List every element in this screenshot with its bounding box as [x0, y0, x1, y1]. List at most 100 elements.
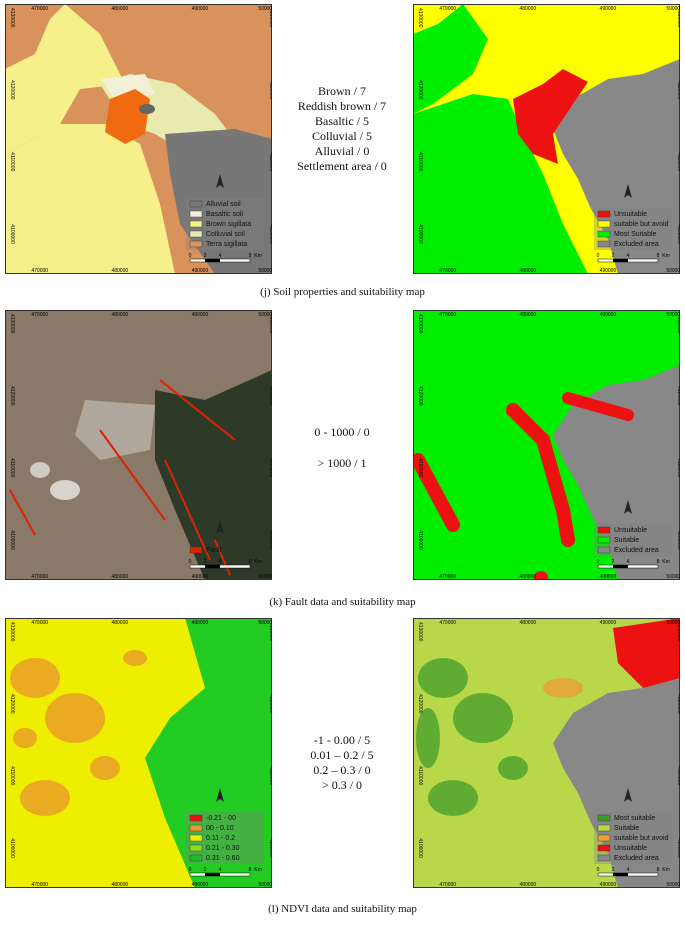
scale-label: Km	[662, 867, 670, 873]
legend-swatch	[189, 220, 203, 228]
figure-caption: (j) Soil properties and suitability map	[260, 286, 425, 298]
legend-label: Alluvial soil	[206, 201, 241, 208]
map-frame	[5, 618, 272, 888]
map-frame	[413, 310, 680, 580]
scale-label: 8	[249, 867, 252, 873]
y-coordinate-label: 4120000	[268, 386, 272, 406]
x-coordinate-label: 490000	[600, 312, 617, 318]
scale-label: Km	[254, 253, 262, 259]
y-coordinate-label: 4100000	[268, 530, 272, 550]
scale-label: Km	[254, 559, 262, 565]
urban	[30, 462, 50, 478]
vegetation-patch	[45, 693, 105, 743]
legend-label: Excluded area	[614, 547, 659, 554]
x-coordinate-label: 480000	[111, 620, 128, 626]
y-coordinate-label: 4100000	[9, 530, 15, 550]
scale-label: 4	[627, 867, 630, 873]
map: 470000 470000 480000 480000 490000 490000 5000…	[413, 310, 680, 580]
x-coordinate-label: 490000	[192, 312, 209, 318]
x-coordinate-label: 500000	[666, 882, 680, 888]
x-coordinate-label: 470000	[439, 312, 456, 318]
x-coordinate-label: 470000	[31, 574, 48, 580]
y-coordinate-label: 4130000	[417, 622, 423, 642]
x-coordinate-label: 500000	[258, 6, 272, 12]
y-coordinate-label: 4130000	[417, 8, 423, 28]
legend-swatch	[597, 834, 611, 842]
excluded-zone	[553, 59, 680, 274]
legend-swatch	[597, 230, 611, 238]
legend-label: 00 - 0.10	[206, 825, 234, 832]
x-coordinate-label: 490000	[192, 574, 209, 580]
legend-label: Colluvial soil	[206, 231, 245, 238]
criteria-item: 0.01 – 0.2 / 5	[310, 748, 374, 762]
criteria-item: Alluvial / 0	[314, 144, 370, 158]
legend-swatch	[189, 210, 203, 218]
soil-zone	[5, 4, 125, 154]
legend-label: 0.21 - 0.30	[206, 845, 240, 852]
fault-line	[9, 489, 36, 536]
vegetation-patch	[20, 780, 70, 816]
scale-label: 2	[204, 253, 207, 259]
north-arrow	[624, 788, 632, 802]
scale-bar	[613, 259, 628, 262]
vegetation	[155, 370, 272, 580]
scale-label: 8	[249, 253, 252, 259]
legend-label: Terra sigillata	[206, 241, 247, 248]
legend-swatch	[597, 854, 611, 862]
legend-label: Most suitable	[614, 815, 655, 822]
fault-line	[99, 429, 166, 521]
x-coordinate-label: 480000	[519, 6, 536, 12]
settlement	[105, 89, 150, 144]
map-frame	[413, 4, 680, 274]
legend-label: Suitable	[614, 825, 639, 832]
unsuitable-zone	[613, 618, 680, 688]
x-coordinate-label: 470000	[31, 620, 48, 626]
scale-label: 8	[249, 559, 252, 565]
figure-caption: (l) NDVI data and suitability map	[268, 903, 417, 915]
scale-label: Km	[662, 253, 670, 259]
x-coordinate-label: 490000	[600, 268, 617, 274]
fault-buffer	[506, 403, 575, 547]
y-coordinate-label: 4110000	[417, 458, 423, 477]
scale-label: 0	[597, 867, 600, 873]
x-coordinate-label: 500000	[258, 882, 272, 888]
criteria-list: Brown / 7 Reddish brown / 7 Basaltic / 5 Co…	[282, 84, 402, 174]
criteria-item: 0 - 1000 / 0	[314, 425, 370, 439]
legend-swatch	[597, 844, 611, 852]
y-coordinate-label: 4130000	[676, 622, 680, 642]
legend-swatch	[597, 240, 611, 248]
x-coordinate-label: 480000	[519, 268, 536, 274]
y-coordinate-label: 4110000	[676, 766, 680, 785]
scale-label: 4	[219, 253, 222, 259]
suitable-patch	[416, 708, 440, 768]
criteria-item: Colluvial / 5	[312, 129, 372, 143]
x-coordinate-label: 470000	[439, 882, 456, 888]
legend-label: Excluded area	[614, 855, 659, 862]
suitable-patch	[418, 658, 468, 698]
suitable-patch	[453, 693, 513, 743]
vegetation	[145, 618, 272, 888]
map: 470000 470000 480000 480000 490000 490000 5000…	[5, 310, 272, 580]
x-coordinate-label: 470000	[439, 268, 456, 274]
y-coordinate-label: 4100000	[676, 838, 680, 858]
scale-label: 0	[597, 253, 600, 259]
vegetation-patch	[10, 658, 60, 698]
scale-label: 0	[189, 867, 192, 873]
legend-swatch	[189, 230, 203, 238]
legend-swatch	[189, 814, 203, 822]
vegetation-patch	[13, 728, 37, 748]
criteria-item: > 1000 / 1	[317, 456, 367, 470]
y-coordinate-label: 4110000	[9, 458, 15, 477]
y-coordinate-label: 4110000	[268, 152, 272, 171]
scale-bar	[613, 873, 628, 876]
north-arrow	[624, 500, 632, 514]
x-coordinate-label: 470000	[31, 882, 48, 888]
legend-label: Unsuitable	[614, 845, 647, 852]
x-coordinate-label: 500000	[258, 574, 272, 580]
x-coordinate-label: 480000	[111, 882, 128, 888]
y-coordinate-label: 4120000	[417, 386, 423, 406]
avoid-patch	[543, 678, 583, 698]
legend-label: Excluded area	[614, 241, 659, 248]
criteria-list: -1 - 0.00 / 5 0.01 – 0.2 / 5 0.2 – 0.3 / 0…	[282, 733, 402, 793]
